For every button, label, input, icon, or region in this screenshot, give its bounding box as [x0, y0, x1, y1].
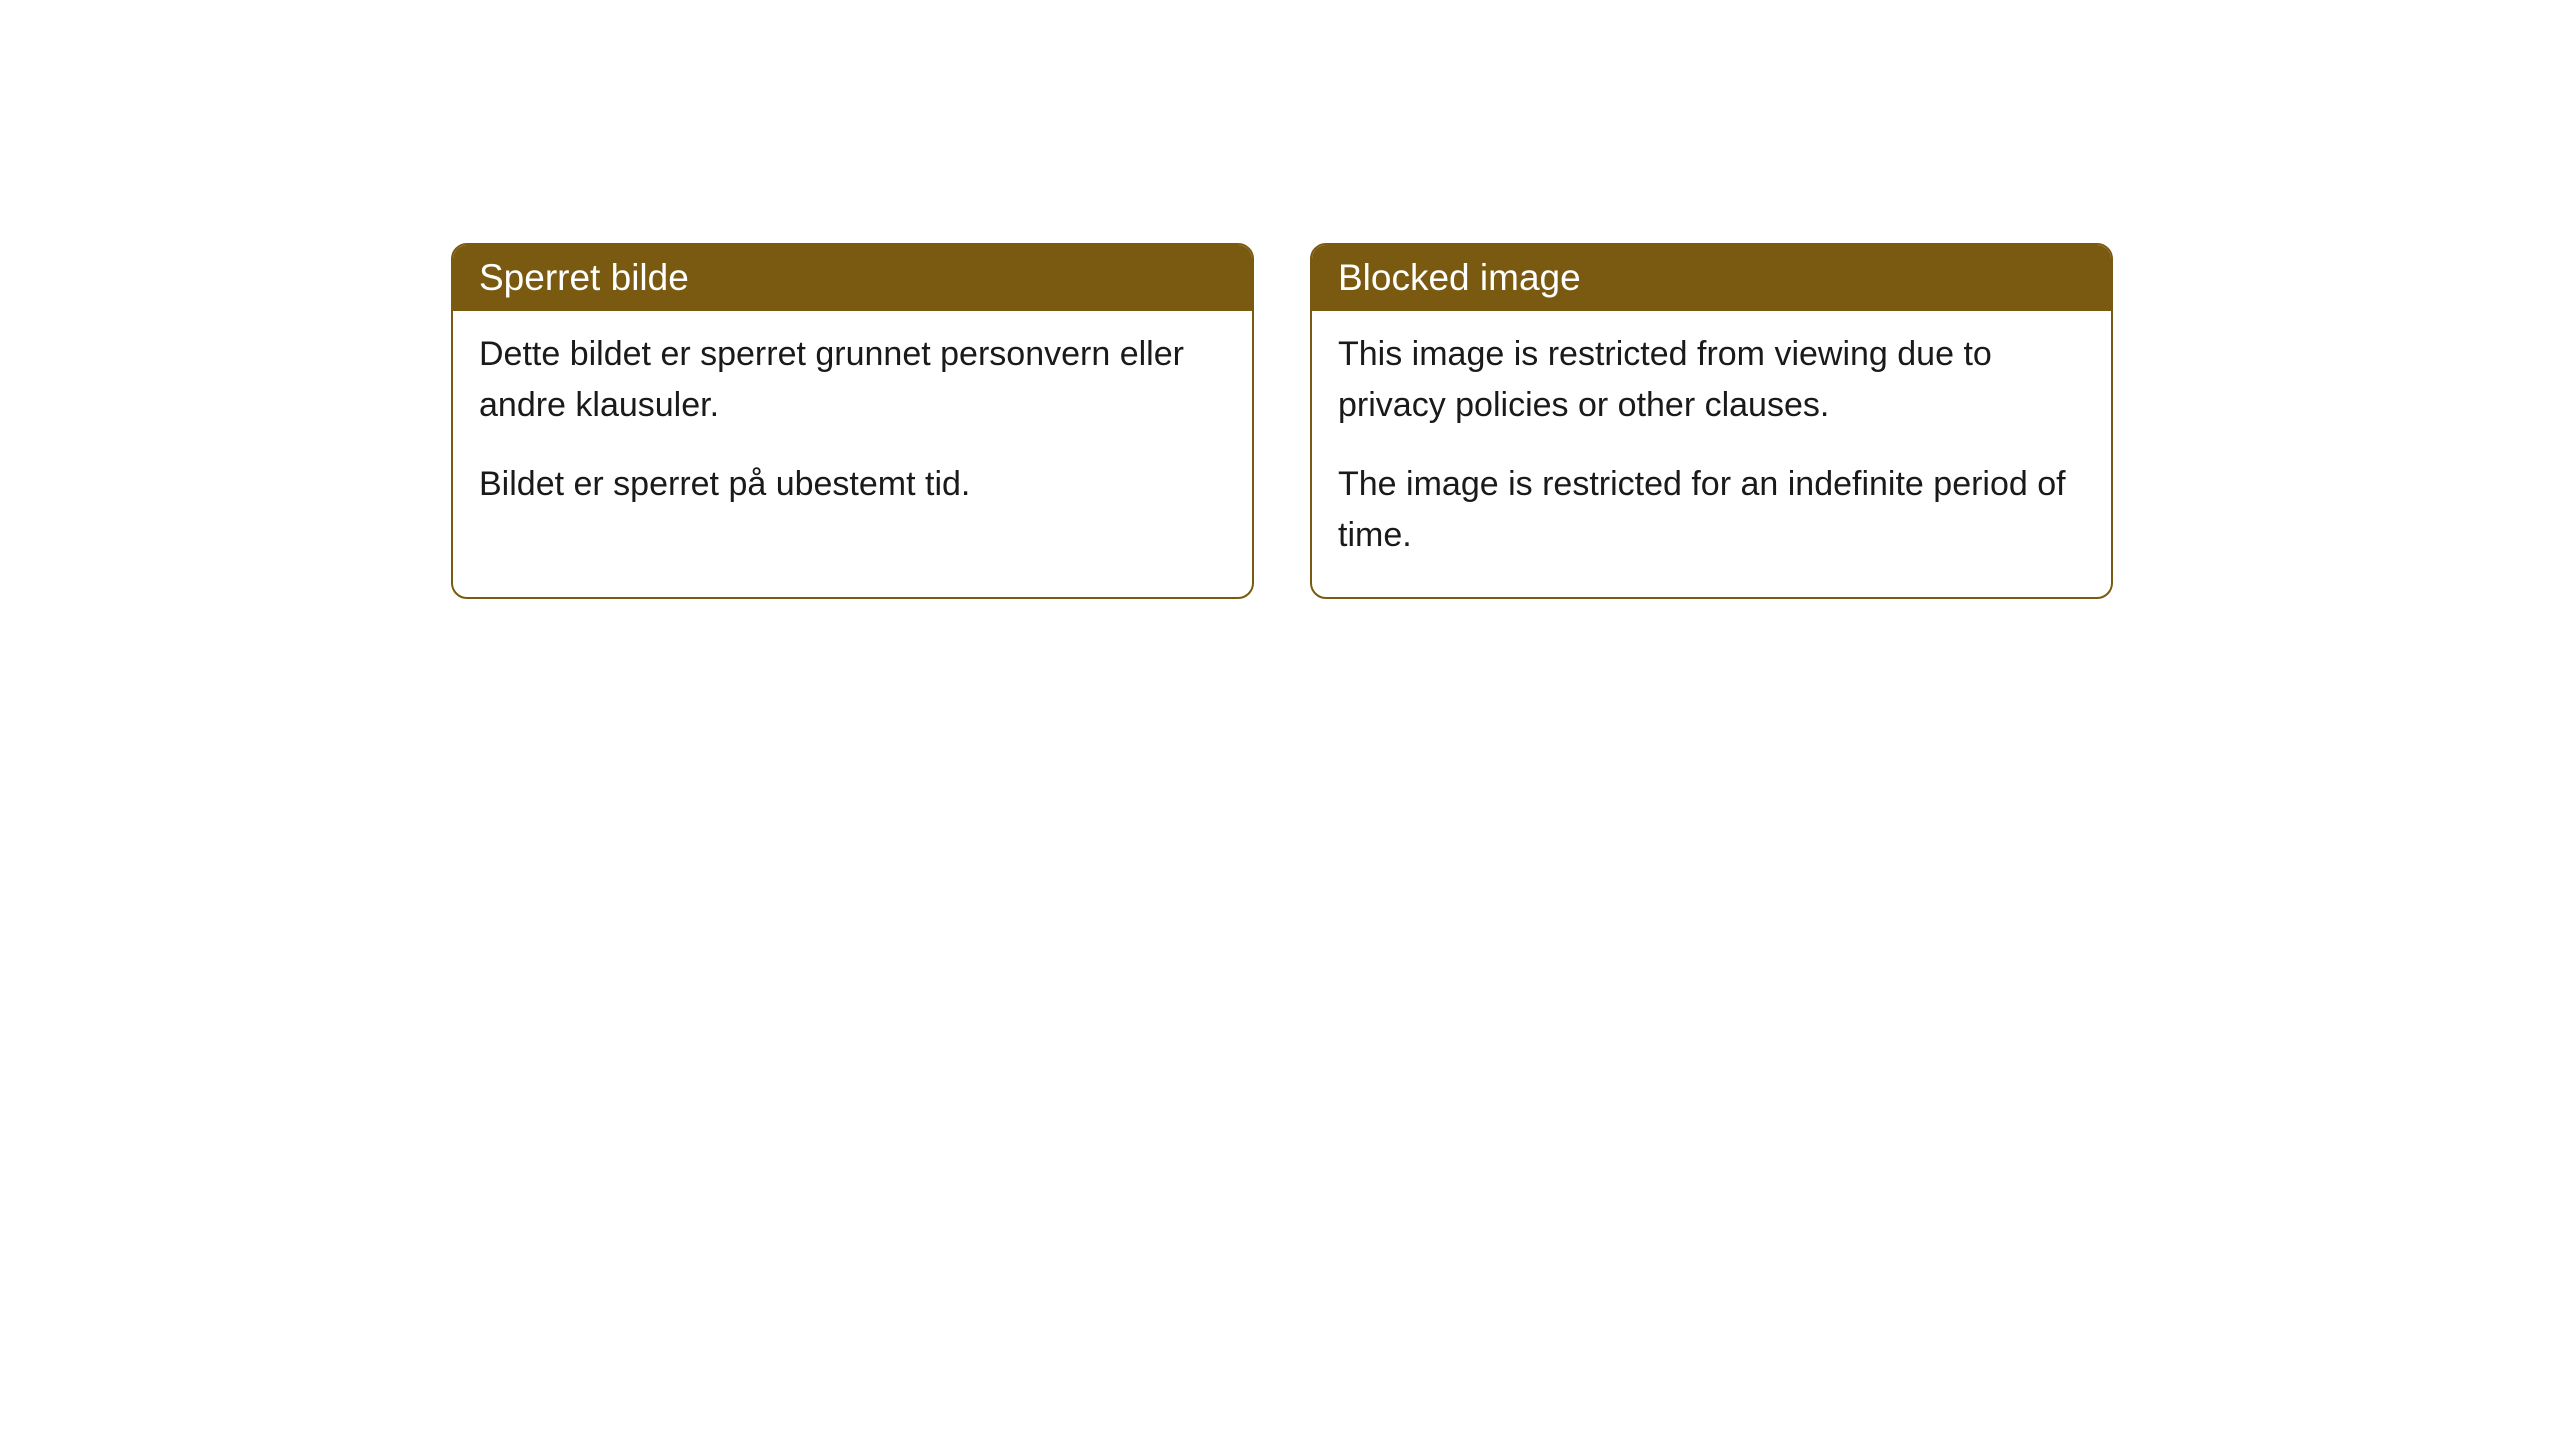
card-header-english: Blocked image: [1312, 245, 2111, 311]
card-body-norwegian: Dette bildet er sperret grunnet personve…: [453, 311, 1252, 546]
card-paragraph-2-norwegian: Bildet er sperret på ubestemt tid.: [479, 459, 1226, 510]
card-paragraph-1-english: This image is restricted from viewing du…: [1338, 329, 2085, 431]
card-paragraph-1-norwegian: Dette bildet er sperret grunnet personve…: [479, 329, 1226, 431]
card-header-norwegian: Sperret bilde: [453, 245, 1252, 311]
card-paragraph-2-english: The image is restricted for an indefinit…: [1338, 459, 2085, 561]
notice-card-norwegian: Sperret bilde Dette bildet er sperret gr…: [451, 243, 1254, 599]
notice-card-english: Blocked image This image is restricted f…: [1310, 243, 2113, 599]
notice-cards-container: Sperret bilde Dette bildet er sperret gr…: [451, 243, 2113, 599]
card-body-english: This image is restricted from viewing du…: [1312, 311, 2111, 597]
